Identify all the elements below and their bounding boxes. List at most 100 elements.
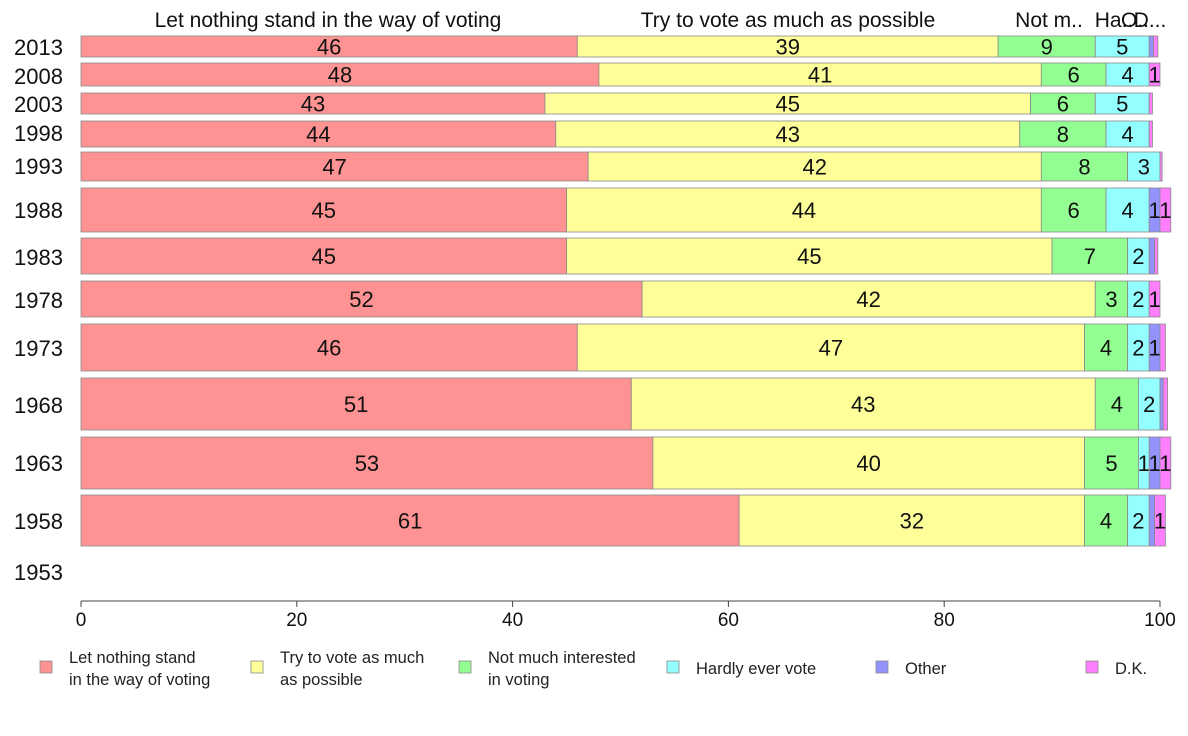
bar-segment-1993-4 bbox=[1127, 151, 1161, 182]
data-label-1978-6: 1 bbox=[1148, 287, 1160, 312]
year-label-1983: 1983 bbox=[14, 245, 63, 270]
data-label-1963-6: 1 bbox=[1159, 451, 1171, 476]
data-label-1988-5: 1 bbox=[1148, 198, 1160, 223]
data-label-1968-2: 43 bbox=[851, 392, 875, 417]
bar-segment-1973-6 bbox=[1159, 323, 1166, 372]
data-label-2003-2: 45 bbox=[776, 92, 800, 117]
data-label-1963-4: 1 bbox=[1138, 451, 1150, 476]
data-label-1968-3: 4 bbox=[1111, 392, 1123, 417]
bar-segment-1983-2 bbox=[566, 237, 1053, 275]
data-label-1958-6: 1 bbox=[1154, 509, 1166, 534]
data-label-2013-4: 5 bbox=[1116, 35, 1128, 60]
legend-label-2: as possible bbox=[280, 671, 363, 689]
bar-segment-1963-1 bbox=[80, 436, 654, 490]
data-label-1968-1: 51 bbox=[344, 392, 368, 417]
data-label-2013-1: 46 bbox=[317, 35, 341, 60]
bar-segment-1993-2 bbox=[587, 151, 1042, 182]
data-label-1983-3: 7 bbox=[1084, 244, 1096, 269]
legend-label-1: in the way of voting bbox=[69, 671, 210, 689]
column-header-3: Not m.. bbox=[1015, 9, 1083, 32]
data-label-1988-2: 44 bbox=[792, 198, 816, 223]
bar-segment-1968-5 bbox=[1159, 377, 1164, 431]
data-label-1993-1: 47 bbox=[322, 155, 346, 180]
data-label-1978-1: 52 bbox=[349, 287, 373, 312]
year-label-1953: 1953 bbox=[14, 560, 63, 585]
data-label-1973-1: 46 bbox=[317, 336, 341, 361]
data-label-1973-4: 2 bbox=[1132, 336, 1144, 361]
data-label-2008-4: 4 bbox=[1122, 63, 1134, 88]
bar-segment-1998-3 bbox=[1019, 120, 1107, 148]
data-label-1973-3: 4 bbox=[1100, 336, 1112, 361]
legend-swatch-6 bbox=[1085, 660, 1099, 674]
column-header-1: Let nothing stand in the way of voting bbox=[155, 9, 502, 32]
bar-segment-1988-1 bbox=[80, 187, 567, 233]
bar-segment-1983-1 bbox=[80, 237, 567, 275]
data-label-1983-1: 45 bbox=[312, 244, 336, 269]
bar-segment-1968-6 bbox=[1162, 377, 1168, 431]
year-label-1958: 1958 bbox=[14, 509, 63, 534]
data-label-1978-4: 2 bbox=[1132, 287, 1144, 312]
year-label-1968: 1968 bbox=[14, 393, 63, 418]
bar-segment-1973-3 bbox=[1084, 323, 1129, 372]
x-tick-label-40: 40 bbox=[502, 610, 523, 631]
bar-segment-1988-4 bbox=[1105, 187, 1150, 233]
x-tick-label-100: 100 bbox=[1144, 610, 1176, 631]
x-tick-label-20: 20 bbox=[286, 610, 307, 631]
legend-swatch-4 bbox=[666, 660, 680, 674]
bar-segment-1973-1 bbox=[80, 323, 578, 372]
data-label-1998-1: 44 bbox=[306, 122, 330, 147]
data-label-1963-2: 40 bbox=[856, 451, 880, 476]
bar-segment-1958-1 bbox=[80, 494, 740, 547]
x-tick-label-60: 60 bbox=[718, 610, 739, 631]
column-header-2: Try to vote as much as possible bbox=[641, 9, 936, 32]
data-label-1978-3: 3 bbox=[1105, 287, 1117, 312]
bar-segment-1993-6 bbox=[1159, 151, 1163, 182]
data-label-2008-3: 6 bbox=[1068, 63, 1080, 88]
bars: 46 39 9 548 41 6 4 143 45 6 544 43 8 447 42 8 345 44 6 4 114… bbox=[80, 35, 1172, 547]
data-label-1968-4: 2 bbox=[1143, 392, 1155, 417]
legend-swatch-5 bbox=[875, 660, 889, 674]
bar-segment-1998-1 bbox=[80, 120, 557, 148]
year-label-1973: 1973 bbox=[14, 336, 63, 361]
year-label-1988: 1988 bbox=[14, 198, 63, 223]
bar-segment-1978-1 bbox=[80, 280, 643, 318]
legend-swatch-1 bbox=[39, 660, 53, 674]
legend-label-6: D.K. bbox=[1115, 660, 1147, 678]
legend-swatch-3 bbox=[458, 660, 472, 674]
bar-segment-1993-3 bbox=[1040, 151, 1129, 182]
data-label-1978-2: 42 bbox=[856, 287, 880, 312]
column-headers: Let nothing stand in the way of voting Tr… bbox=[155, 9, 1167, 32]
data-label-1993-4: 3 bbox=[1138, 155, 1150, 180]
data-label-1973-2: 47 bbox=[819, 336, 843, 361]
bar-segment-1958-3 bbox=[1084, 494, 1129, 547]
data-label-1998-3: 8 bbox=[1057, 122, 1069, 147]
bar-segment-1983-3 bbox=[1051, 237, 1129, 275]
data-label-2003-4: 5 bbox=[1116, 92, 1128, 117]
data-label-2008-2: 41 bbox=[808, 63, 832, 88]
data-label-1958-2: 32 bbox=[900, 509, 924, 534]
data-label-1993-2: 42 bbox=[802, 155, 826, 180]
x-axis: 0 20 40 60 80 100 bbox=[76, 600, 1176, 631]
bar-segment-2003-6 bbox=[1148, 92, 1153, 115]
bar-segment-2013-6 bbox=[1153, 35, 1159, 58]
bar-segment-2013-5 bbox=[1148, 35, 1154, 58]
bar-segment-1963-6 bbox=[1159, 436, 1172, 490]
data-label-1998-2: 43 bbox=[776, 122, 800, 147]
column-header-4: Ha.. bbox=[1095, 9, 1134, 32]
year-label-1978: 1978 bbox=[14, 288, 63, 313]
bar-segment-1988-3 bbox=[1040, 187, 1107, 233]
legend-label-3: Not much interested bbox=[488, 649, 636, 667]
legend-swatch-2 bbox=[250, 660, 264, 674]
legend-label-4: Hardly ever vote bbox=[696, 660, 816, 678]
data-label-2008-6: 1 bbox=[1148, 63, 1160, 88]
data-label-1963-5: 1 bbox=[1148, 451, 1160, 476]
x-tick-label-80: 80 bbox=[934, 610, 955, 631]
bar-segment-1978-2 bbox=[641, 280, 1096, 318]
bar-segment-2008-6 bbox=[1148, 62, 1161, 87]
year-label-1993: 1993 bbox=[14, 154, 63, 179]
data-label-2003-1: 43 bbox=[301, 92, 325, 117]
bar-segment-1973-2 bbox=[576, 323, 1085, 372]
bar-segment-1983-6 bbox=[1154, 237, 1159, 275]
year-label-2008: 2008 bbox=[14, 64, 63, 89]
